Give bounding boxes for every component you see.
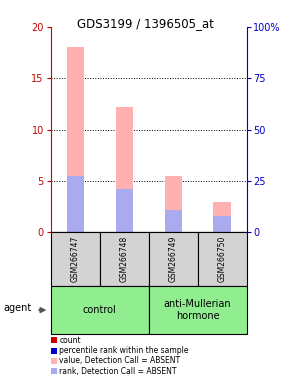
Text: control: control <box>83 305 117 315</box>
Bar <box>213 216 231 232</box>
Text: GSM266750: GSM266750 <box>218 236 226 282</box>
Bar <box>164 176 182 232</box>
Text: GSM266747: GSM266747 <box>71 236 80 282</box>
Bar <box>116 189 133 232</box>
Text: percentile rank within the sample: percentile rank within the sample <box>59 346 189 355</box>
Bar <box>67 47 84 232</box>
Text: rank, Detection Call = ABSENT: rank, Detection Call = ABSENT <box>59 367 177 376</box>
Text: GSM266749: GSM266749 <box>168 236 177 282</box>
Text: agent: agent <box>3 303 31 313</box>
Text: count: count <box>59 336 81 345</box>
Text: value, Detection Call = ABSENT: value, Detection Call = ABSENT <box>59 356 181 366</box>
Text: anti-Mullerian
hormone: anti-Mullerian hormone <box>164 299 231 321</box>
Bar <box>164 210 182 232</box>
Bar <box>213 202 231 232</box>
Bar <box>116 107 133 232</box>
Bar <box>67 176 84 232</box>
Text: GDS3199 / 1396505_at: GDS3199 / 1396505_at <box>77 17 213 30</box>
Text: GSM266748: GSM266748 <box>120 236 129 282</box>
